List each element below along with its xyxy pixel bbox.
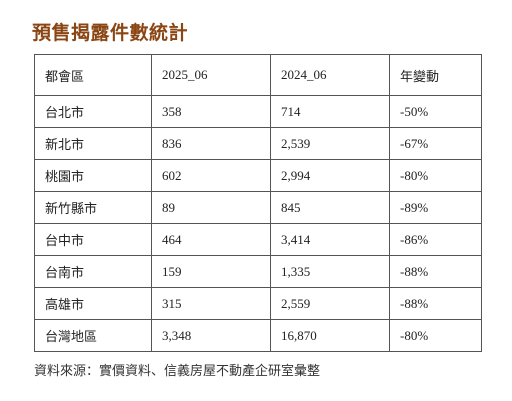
- cell-region: 台灣地區: [34, 319, 152, 352]
- table-row: 台中市 464 3,414 -86%: [34, 223, 482, 256]
- table-header-row: 都會區 2025_06 2024_06 年變動: [34, 54, 482, 96]
- data-source-note: 資料來源：實價資料、信義房屋不動產企研室彙整: [34, 364, 321, 379]
- cell-2024-06: 2,539: [270, 127, 390, 160]
- cell-yoy-change: -67%: [389, 127, 482, 160]
- cell-2024-06: 3,414: [270, 223, 390, 256]
- cell-region: 桃園市: [34, 159, 152, 192]
- cell-2025-06: 602: [151, 159, 271, 192]
- cell-2025-06: 836: [151, 127, 271, 160]
- cell-2025-06: 464: [151, 223, 271, 256]
- cell-2024-06: 2,559: [270, 287, 390, 320]
- table-row: 台南市 159 1,335 -88%: [34, 255, 482, 288]
- cell-2024-06: 714: [270, 95, 390, 128]
- cell-yoy-change: -80%: [389, 319, 482, 352]
- column-header-region: 都會區: [34, 54, 152, 96]
- cell-region: 新北市: [34, 127, 152, 160]
- table-row: 新北市 836 2,539 -67%: [34, 127, 482, 160]
- cell-2025-06: 159: [151, 255, 271, 288]
- cell-2024-06: 1,335: [270, 255, 390, 288]
- column-header-2025-06: 2025_06: [151, 54, 271, 96]
- statistics-table: 都會區 2025_06 2024_06 年變動 台北市 358 714 -50%…: [34, 54, 482, 352]
- cell-yoy-change: -86%: [389, 223, 482, 256]
- cell-yoy-change: -88%: [389, 287, 482, 320]
- table-row: 台北市 358 714 -50%: [34, 95, 482, 128]
- cell-region: 高雄市: [34, 287, 152, 320]
- page-title: 預售揭露件數統計: [32, 22, 189, 44]
- column-header-yoy-change: 年變動: [389, 54, 482, 96]
- cell-2024-06: 16,870: [270, 319, 390, 352]
- table-row: 桃園市 602 2,994 -80%: [34, 159, 482, 192]
- cell-region: 台中市: [34, 223, 152, 256]
- cell-2024-06: 845: [270, 191, 390, 224]
- cell-yoy-change: -80%: [389, 159, 482, 192]
- cell-region: 台北市: [34, 95, 152, 128]
- cell-2024-06: 2,994: [270, 159, 390, 192]
- cell-2025-06: 315: [151, 287, 271, 320]
- table-row: 新竹縣市 89 845 -89%: [34, 191, 482, 224]
- column-header-2024-06: 2024_06: [270, 54, 390, 96]
- cell-region: 新竹縣市: [34, 191, 152, 224]
- table-row: 台灣地區 3,348 16,870 -80%: [34, 319, 482, 352]
- cell-2025-06: 89: [151, 191, 271, 224]
- cell-2025-06: 3,348: [151, 319, 271, 352]
- cell-yoy-change: -89%: [389, 191, 482, 224]
- cell-region: 台南市: [34, 255, 152, 288]
- cell-yoy-change: -88%: [389, 255, 482, 288]
- table-row: 高雄市 315 2,559 -88%: [34, 287, 482, 320]
- cell-yoy-change: -50%: [389, 95, 482, 128]
- cell-2025-06: 358: [151, 95, 271, 128]
